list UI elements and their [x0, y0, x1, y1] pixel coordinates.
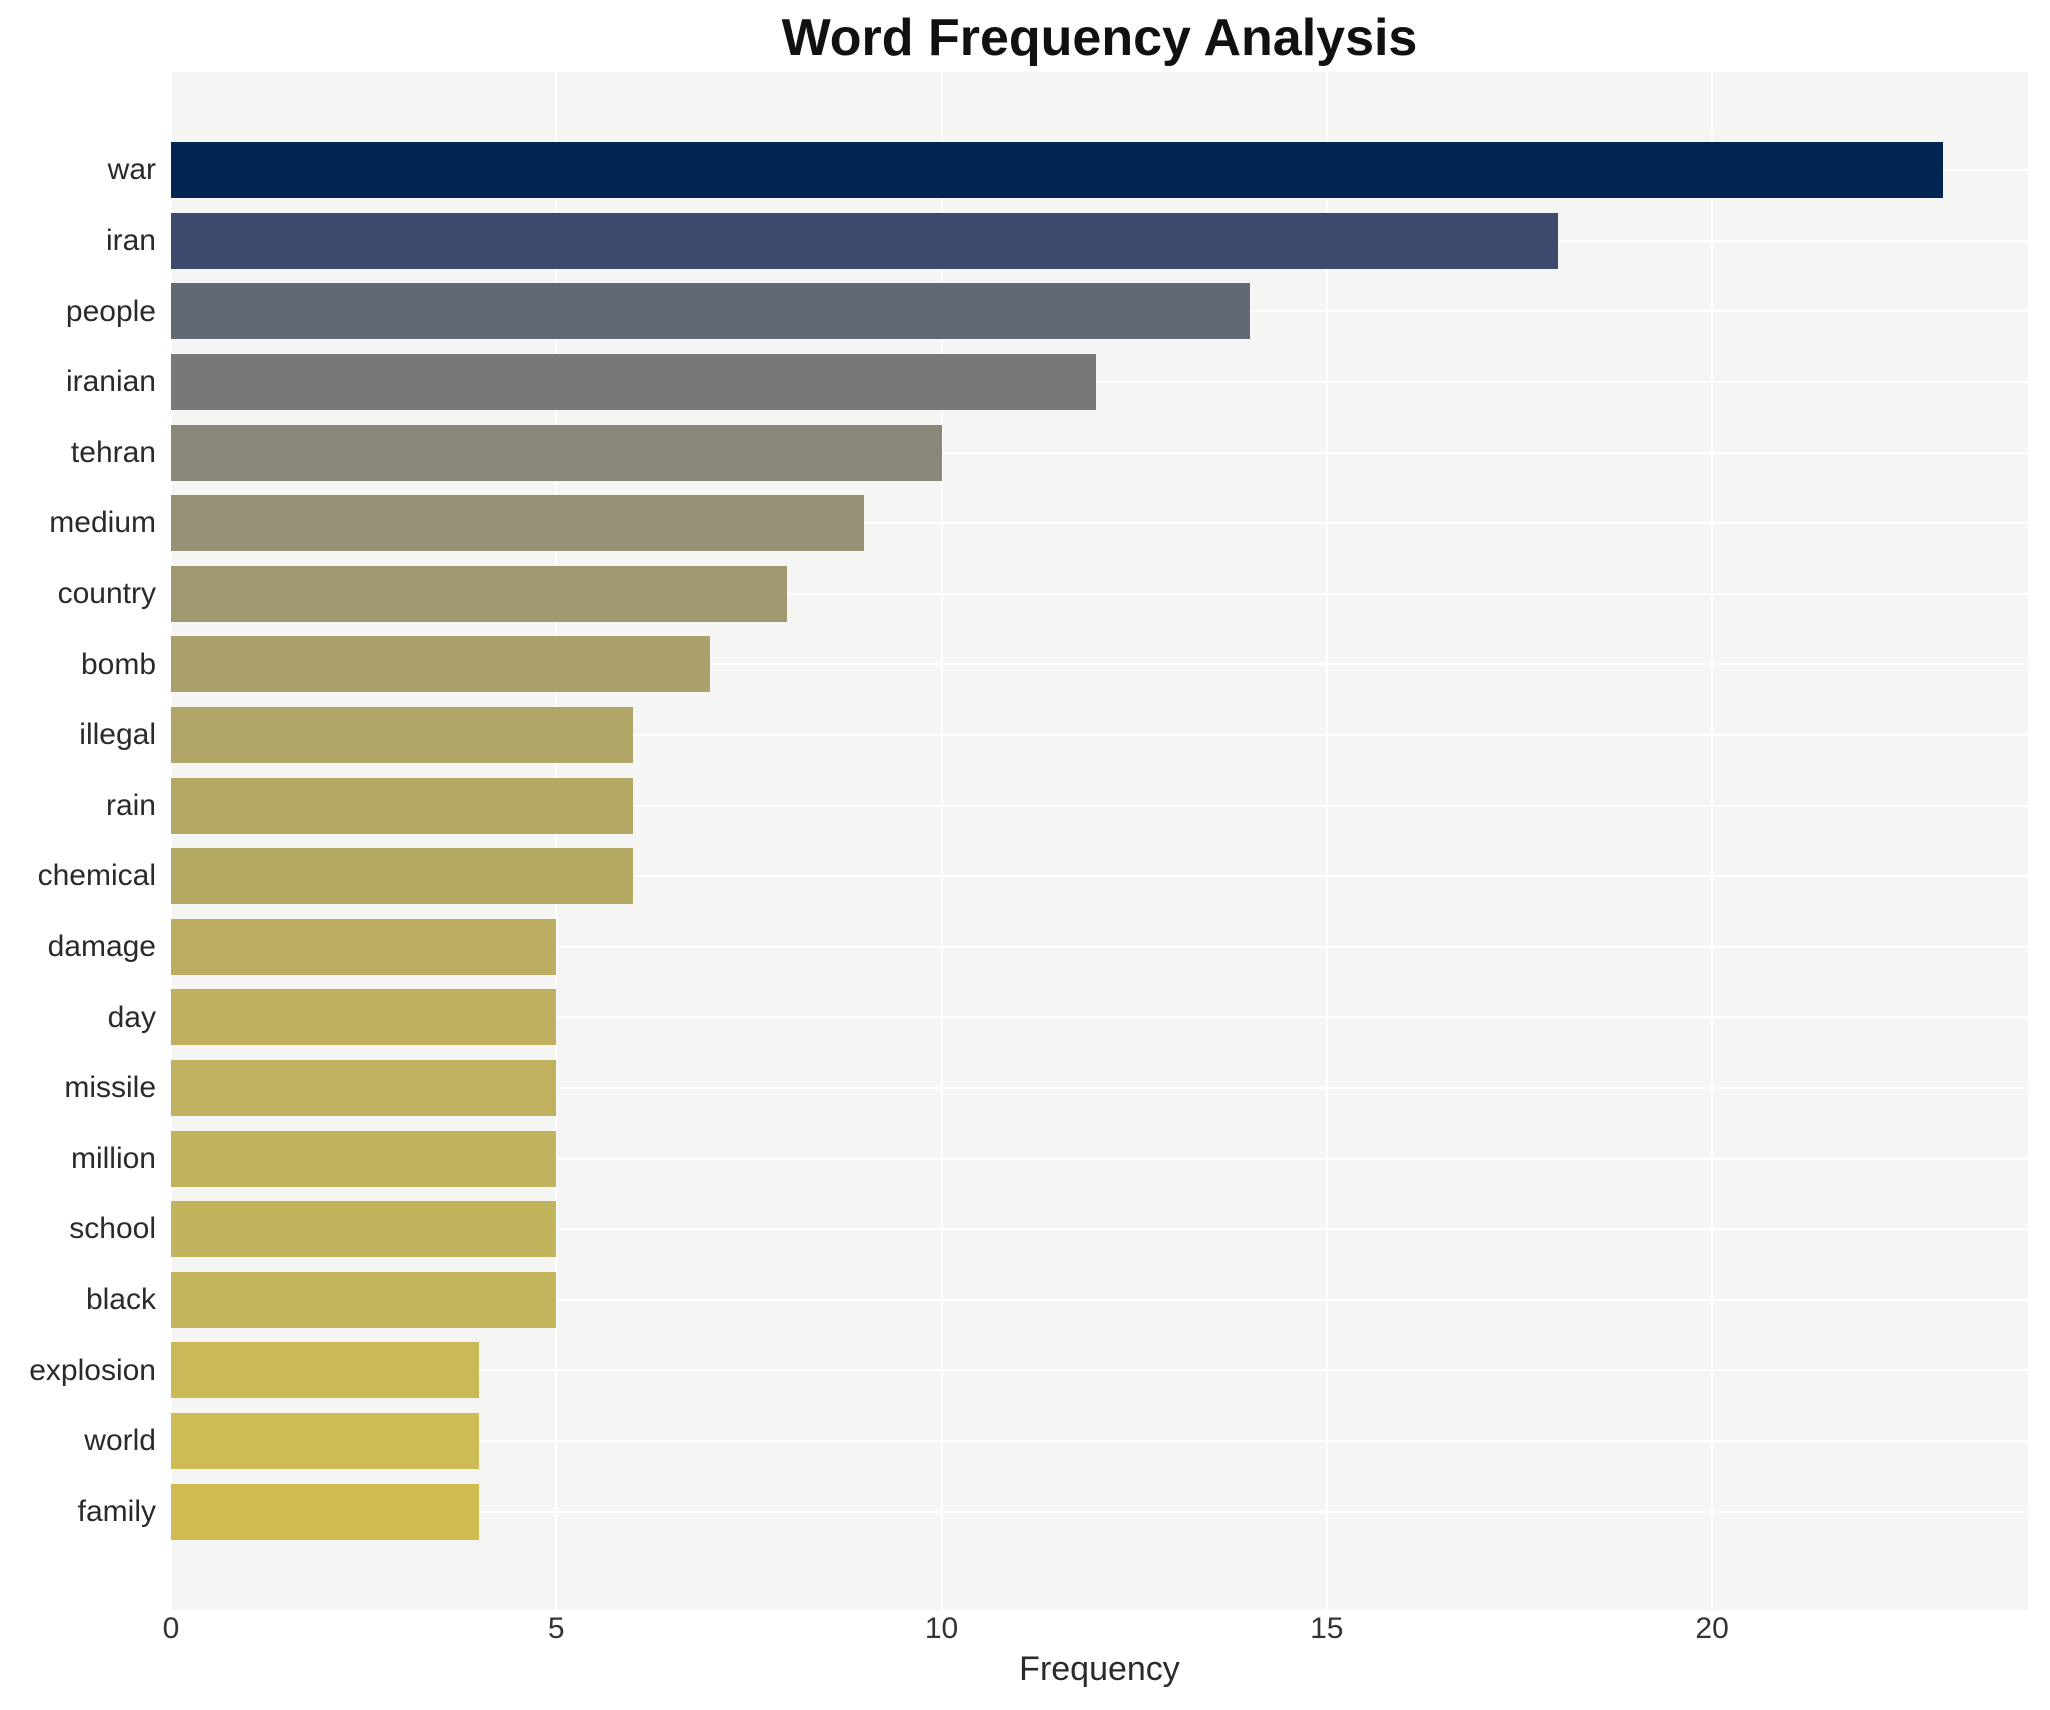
bar-family: [171, 1483, 480, 1540]
gridline-y-tehran: [171, 451, 2028, 454]
gridline-y-iranian: [171, 381, 2028, 384]
bar-iranian: [171, 354, 1096, 411]
bar-row-school: [171, 1194, 2028, 1265]
bar-row-damage: [171, 912, 2028, 983]
bar-people: [171, 283, 1250, 340]
x-axis-title: Frequency: [1019, 1650, 1180, 1688]
bar-row-missile: [171, 1053, 2028, 1124]
y-label-tehran: tehran: [70, 435, 156, 469]
y-label-illegal: illegal: [79, 718, 156, 752]
y-label-school: school: [69, 1212, 156, 1246]
y-label-country: country: [57, 576, 156, 610]
gridline-y-bomb: [171, 663, 2028, 666]
bar-war: [171, 142, 1944, 199]
bar-day: [171, 989, 557, 1046]
gridline-x-5: [555, 72, 558, 1610]
bar-iran: [171, 212, 1558, 269]
bar-medium: [171, 495, 865, 552]
bar-damage: [171, 918, 557, 975]
bar-row-rain: [171, 770, 2028, 841]
y-label-iranian: iranian: [65, 365, 156, 399]
gridline-y-illegal: [171, 734, 2028, 737]
gridline-y-missile: [171, 1087, 2028, 1090]
y-label-family: family: [77, 1494, 156, 1528]
gridline-y-damage: [171, 945, 2028, 948]
bar-country: [171, 565, 788, 622]
bar-row-black: [171, 1265, 2028, 1336]
bar-world: [171, 1412, 480, 1469]
y-label-world: world: [84, 1424, 156, 1458]
x-tick-15: 15: [1310, 1612, 1344, 1645]
gridline-x-20: [1711, 72, 1714, 1610]
plot-area: [170, 72, 2028, 1610]
bar-school: [171, 1201, 557, 1258]
bar-tehran: [171, 424, 942, 481]
y-label-war: war: [107, 153, 156, 187]
y-axis-labels: war iran people iranian tehran medium country b…: [0, 72, 156, 1610]
gridline-y-school: [171, 1228, 2028, 1231]
bar-bomb: [171, 636, 711, 693]
gridline-y-explosion: [171, 1369, 2028, 1372]
bar-row-family: [171, 1476, 2028, 1547]
bar-row-chemical: [171, 841, 2028, 912]
bar-illegal: [171, 707, 634, 764]
gridline-y-million: [171, 1157, 2028, 1160]
x-tick-5: 5: [547, 1612, 565, 1645]
gridline-x-15: [1325, 72, 1328, 1610]
bar-row-medium: [171, 488, 2028, 559]
y-label-explosion: explosion: [29, 1353, 156, 1387]
bar-row-million: [171, 1123, 2028, 1194]
gridline-y-medium: [171, 522, 2028, 525]
x-tick-10: 10: [924, 1612, 959, 1645]
bar-row-illegal: [171, 700, 2028, 771]
gridline-y-black: [171, 1298, 2028, 1301]
bar-row-people: [171, 276, 2028, 347]
bar-row-explosion: [171, 1335, 2028, 1406]
y-label-iran: iran: [105, 223, 156, 257]
bar-missile: [171, 1060, 557, 1117]
chart-title: Word Frequency Analysis: [781, 9, 1418, 67]
bar-explosion: [171, 1342, 480, 1399]
y-label-million: million: [70, 1141, 156, 1175]
gridline-y-world: [171, 1439, 2028, 1442]
gridline-y-family: [171, 1510, 2028, 1513]
y-label-missile: missile: [64, 1071, 156, 1105]
bar-row-day: [171, 982, 2028, 1053]
y-label-black: black: [85, 1282, 156, 1316]
bar-rain: [171, 777, 634, 834]
x-tick-20: 20: [1695, 1612, 1729, 1645]
y-label-rain: rain: [105, 788, 156, 822]
bar-row-war: [171, 135, 2028, 206]
bar-row-bomb: [171, 629, 2028, 700]
y-label-medium: medium: [49, 506, 156, 540]
bar-rows-container: [171, 135, 2028, 1547]
bar-row-iranian: [171, 347, 2028, 418]
bar-chemical: [171, 848, 634, 905]
gridline-y-chemical: [171, 875, 2028, 878]
y-label-damage: damage: [47, 929, 156, 963]
y-label-people: people: [65, 294, 156, 328]
gridline-x-10: [940, 72, 943, 1610]
x-axis-ticks: 0 5 10 15 20: [0, 1612, 2050, 1652]
y-label-chemical: chemical: [37, 859, 156, 893]
x-tick-0: 0: [162, 1612, 180, 1645]
gridline-y-rain: [171, 804, 2028, 807]
bar-row-world: [171, 1406, 2028, 1477]
bar-black: [171, 1271, 557, 1328]
y-label-bomb: bomb: [80, 647, 156, 681]
gridline-y-day: [171, 1016, 2028, 1019]
bar-row-tehran: [171, 417, 2028, 488]
gridline-y-country: [171, 592, 2028, 595]
bar-million: [171, 1130, 557, 1187]
y-label-day: day: [107, 1000, 156, 1034]
bar-row-country: [171, 559, 2028, 630]
gridline-x-0: [170, 72, 172, 1610]
bar-row-iran: [171, 206, 2028, 277]
